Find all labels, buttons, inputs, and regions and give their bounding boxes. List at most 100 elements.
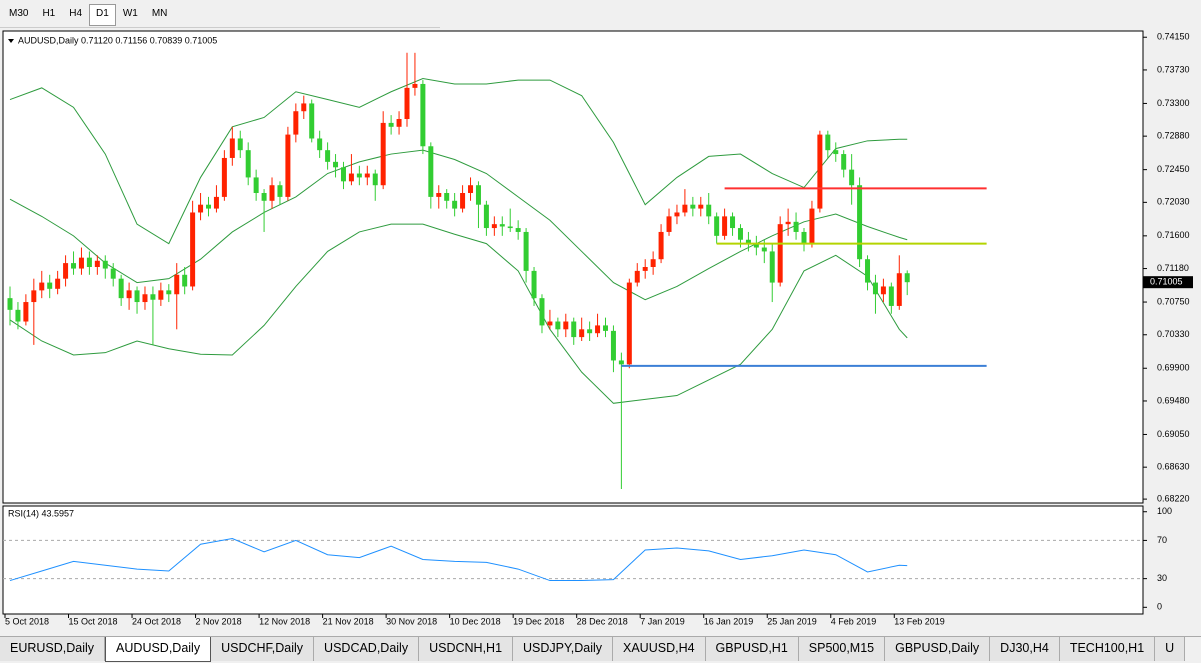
candle-body xyxy=(833,150,839,155)
chart-tab[interactable]: USDCAD,Daily xyxy=(314,637,420,661)
timeframe-button[interactable]: H1 xyxy=(42,8,56,19)
candle-body xyxy=(317,138,323,151)
chart-tab[interactable]: XAUUSD,H4 xyxy=(613,637,706,661)
chart-tab[interactable]: TECH100,H1 xyxy=(1059,637,1156,661)
candle-body xyxy=(102,260,108,269)
x-tick-label: 5 Oct 2018 xyxy=(5,616,49,626)
y-tick-label: 0.68630 xyxy=(1157,462,1190,472)
candle-body xyxy=(261,193,267,201)
candle-body xyxy=(15,309,21,322)
candle-body xyxy=(94,260,100,267)
candle-body xyxy=(587,329,593,334)
candle-body xyxy=(555,321,561,330)
candle-body xyxy=(499,224,505,227)
chart-tabs: EURUSD,Daily AUDUSD,Daily USDCHF,Daily USDC… xyxy=(0,636,1201,663)
timeframe-button[interactable]: M30 xyxy=(9,8,29,19)
candle-body xyxy=(364,173,370,178)
chart-tab[interactable]: EURUSD,Daily xyxy=(0,637,106,661)
bollinger-lower xyxy=(9,223,908,404)
candle-body xyxy=(849,169,855,186)
candle-body xyxy=(491,224,497,229)
chart-tab[interactable]: USDCNH,H1 xyxy=(419,637,514,661)
candle-body xyxy=(190,212,196,287)
chart-tab[interactable]: SP500,M15 xyxy=(798,637,886,661)
candle-body xyxy=(888,286,894,306)
y-tick-label: 0.69480 xyxy=(1157,395,1190,405)
x-tick-label: 2 Nov 2018 xyxy=(196,616,242,626)
candle-body xyxy=(110,268,116,279)
x-tick-label: 19 Dec 2018 xyxy=(513,616,564,626)
chart-tab[interactable]: DJ30,H4 xyxy=(990,637,1060,661)
timeframe-button[interactable]: D1 xyxy=(89,4,116,26)
timeframe-button[interactable]: H4 xyxy=(69,8,83,19)
candle-body xyxy=(134,290,140,303)
timeframe-toolbar: M30 H1 H4 D1 W1 MN xyxy=(0,0,440,28)
candle-body xyxy=(420,83,426,147)
y-tick-label: 0.71600 xyxy=(1157,230,1190,240)
candle-body xyxy=(245,150,251,178)
y-tick-label: 0.72880 xyxy=(1157,131,1190,141)
candle-body xyxy=(412,83,418,88)
y-tick-label: 0.72450 xyxy=(1157,164,1190,174)
candle-body xyxy=(896,273,902,306)
x-tick-label: 30 Nov 2018 xyxy=(386,616,437,626)
bollinger-middle xyxy=(9,149,908,301)
timeframe-button[interactable]: MN xyxy=(151,8,168,19)
candle-body xyxy=(634,270,640,283)
candle-body xyxy=(618,360,624,365)
x-tick-label: 16 Jan 2019 xyxy=(704,616,754,626)
candle-body xyxy=(626,282,632,365)
candle-body xyxy=(753,243,759,248)
chart-tab[interactable]: AUDUSD,Daily xyxy=(105,637,212,662)
candle-body xyxy=(126,290,132,299)
candle-body xyxy=(78,257,84,269)
candle-body xyxy=(206,204,211,209)
candle-body xyxy=(348,173,354,182)
rsi-line xyxy=(9,537,908,582)
candle-body xyxy=(174,274,180,295)
candle-body xyxy=(31,290,37,303)
chart-tab[interactable]: GBPUSD,H1 xyxy=(705,637,799,661)
candle-body xyxy=(468,185,474,194)
candle-body xyxy=(515,228,521,232)
candle-body xyxy=(698,204,704,209)
candle-body xyxy=(571,321,577,338)
candle-body xyxy=(71,263,77,269)
x-tick-label: 28 Dec 2018 xyxy=(577,616,628,626)
y-tick-label: 0.69900 xyxy=(1157,363,1190,373)
y-tick-label: 0.73300 xyxy=(1157,98,1190,108)
candle-body xyxy=(372,173,378,186)
candle-body xyxy=(904,273,910,283)
candle-body xyxy=(579,329,585,338)
candle-body xyxy=(817,134,823,209)
chart-tab[interactable]: USDCHF,Daily xyxy=(211,637,315,661)
candle-body xyxy=(769,251,775,283)
candle-body xyxy=(333,161,339,168)
candle-body xyxy=(531,270,537,299)
x-tick-label: 15 Oct 2018 xyxy=(69,616,118,626)
candle-body xyxy=(690,204,696,209)
collapse-icon xyxy=(8,39,14,43)
chart-title: AUDUSD,Daily 0.71120 0.71156 0.70839 0.7… xyxy=(18,35,217,45)
chart-tab[interactable]: USDJPY,Daily xyxy=(513,637,613,661)
candle-body xyxy=(658,231,664,260)
y-tick-label: 0 xyxy=(1157,602,1162,612)
x-tick-label: 13 Feb 2019 xyxy=(894,616,945,626)
candle-body xyxy=(682,204,688,213)
candle-body xyxy=(7,298,13,310)
chart-tab[interactable]: U xyxy=(1155,637,1186,661)
candle-body xyxy=(722,216,728,236)
candle-body xyxy=(47,282,53,289)
candle-body xyxy=(801,231,807,244)
candle-body xyxy=(475,185,481,205)
candle-body xyxy=(610,330,616,361)
candle-body xyxy=(777,224,783,283)
candle-body xyxy=(39,282,45,291)
timeframe-button[interactable]: W1 xyxy=(122,8,138,19)
y-tick-label: 0.69050 xyxy=(1157,429,1190,439)
candle-body xyxy=(396,119,402,127)
chart-tab[interactable]: GBPUSD,Daily xyxy=(885,637,991,661)
candle-body xyxy=(650,259,656,267)
candle-body xyxy=(857,185,863,260)
